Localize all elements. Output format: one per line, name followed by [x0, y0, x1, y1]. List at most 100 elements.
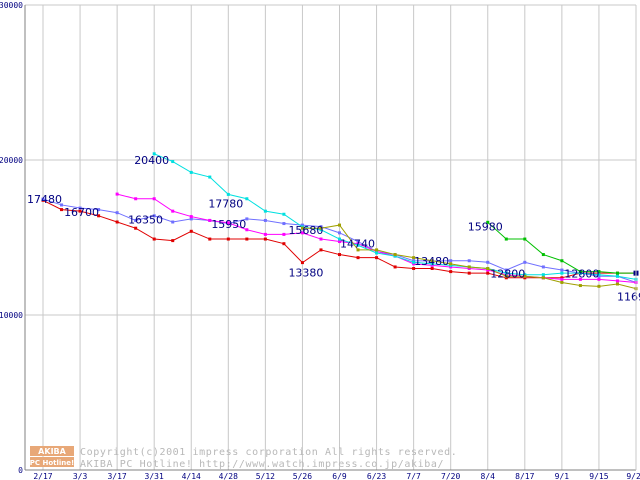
series-point-red	[375, 256, 379, 260]
series-point-olive	[412, 256, 416, 260]
series-point-cyan	[356, 243, 360, 247]
series-point-cyan	[152, 152, 156, 156]
series-point-magenta	[319, 237, 323, 241]
series-point-magenta	[245, 228, 249, 232]
series-point-magenta	[338, 240, 341, 244]
series-point-olive	[541, 276, 545, 280]
series-point-cyan	[189, 170, 193, 174]
series-point-olive	[560, 280, 564, 284]
series-line-cyan	[153, 153, 637, 280]
x-tick-label: 6/23	[367, 472, 386, 480]
data-label: 12800	[564, 268, 599, 281]
series-point-cyan	[430, 262, 434, 266]
series-point-magenta	[208, 218, 212, 222]
series-point-magenta	[134, 197, 138, 201]
series-point-cyan	[393, 254, 397, 258]
data-label: 15980	[468, 220, 503, 233]
series-point-blue	[189, 217, 193, 221]
y-tick-label: 0	[18, 466, 23, 475]
data-label: 13380	[288, 267, 323, 280]
series-point-cyan	[523, 273, 527, 277]
series-point-blue	[263, 218, 267, 222]
series-point-magenta	[486, 268, 490, 272]
series-point-blue	[449, 259, 453, 263]
series-point-blue	[541, 265, 545, 269]
series-point-blue	[486, 260, 490, 264]
credit-watermark: AKIBA PC Hotline! Copyright(c)2001 impre…	[30, 446, 457, 470]
series-point-blue	[115, 211, 119, 215]
data-label: 15950	[211, 218, 246, 231]
series-point-cyan	[282, 212, 286, 216]
x-tick-label: 5/26	[293, 472, 312, 480]
series-point-red	[300, 261, 304, 265]
series-point-blue	[171, 220, 175, 224]
series-point-blue	[338, 231, 341, 235]
series-point-blue	[467, 259, 471, 263]
series-point-red	[263, 237, 267, 241]
series-point-cyan	[560, 271, 564, 275]
series-point-cyan	[412, 260, 416, 264]
y-tick-label: 20000	[0, 156, 23, 165]
series-point-red	[412, 267, 416, 270]
series-point-blue	[78, 206, 82, 210]
series-point-red	[338, 253, 341, 257]
series-point-cyan	[338, 237, 341, 241]
series-point-olive	[319, 226, 323, 230]
x-tick-label: 3/31	[145, 472, 164, 480]
data-label: 15680	[288, 224, 323, 237]
series-point-blue	[97, 208, 101, 212]
series-point-blue	[356, 240, 360, 244]
copyright-text: Copyright(c)2001 impress corporation All…	[80, 447, 457, 458]
series-point-olive	[486, 267, 490, 270]
series-point-blue	[60, 203, 64, 207]
series-point-red	[78, 209, 82, 213]
series-point-magenta	[578, 277, 582, 281]
series-point-magenta	[300, 231, 304, 235]
series-point-red	[523, 276, 527, 280]
series-point-olive	[504, 274, 508, 278]
data-label: 13480	[414, 255, 449, 268]
y-tick-label: 10000	[0, 311, 23, 320]
y-tick-label: 30000	[0, 1, 23, 10]
series-point-olive	[393, 253, 397, 257]
series-point-blue	[504, 268, 508, 272]
series-point-green	[615, 271, 619, 275]
series-point-magenta	[171, 209, 175, 213]
series-point-cyan	[263, 209, 267, 213]
series-point-olive	[375, 248, 379, 252]
series-point-red	[134, 226, 138, 230]
url-text: AKIBA PC Hotline! http://www.watch.impre…	[80, 459, 444, 470]
series-point-magenta	[356, 242, 360, 246]
x-tick-label: 2/17	[33, 472, 52, 480]
x-tick-label: 9/15	[589, 472, 608, 480]
data-label: 17780	[208, 197, 243, 210]
series-point-magenta	[115, 192, 119, 196]
series-point-red	[208, 237, 212, 241]
series-point-red	[226, 237, 230, 241]
series-point-olive	[356, 248, 360, 252]
series-point-olive	[615, 282, 619, 286]
data-label: 12800	[490, 268, 525, 281]
logo-top-box	[30, 446, 74, 456]
series-point-olive	[449, 262, 453, 266]
x-tick-label: 4/28	[219, 472, 238, 480]
series-point-green	[541, 253, 545, 257]
series-point-cyan	[541, 273, 545, 277]
series-point-blue	[523, 260, 527, 264]
x-tick-label: 7/7	[406, 472, 421, 480]
series-point-red	[245, 237, 249, 241]
series-point-magenta	[412, 262, 416, 266]
series-point-red	[430, 267, 434, 270]
series-point-red	[504, 276, 508, 280]
data-label: 16350	[128, 214, 163, 227]
series-point-magenta	[375, 249, 379, 253]
x-tick-label: 8/4	[481, 472, 496, 480]
data-label: 11699	[617, 291, 640, 304]
series-point-blue	[41, 197, 45, 201]
series-point-olive	[523, 274, 527, 278]
x-tick-label: 3/3	[73, 472, 88, 480]
x-tick-label: 7/20	[441, 472, 460, 480]
series-point-magenta	[504, 273, 508, 277]
